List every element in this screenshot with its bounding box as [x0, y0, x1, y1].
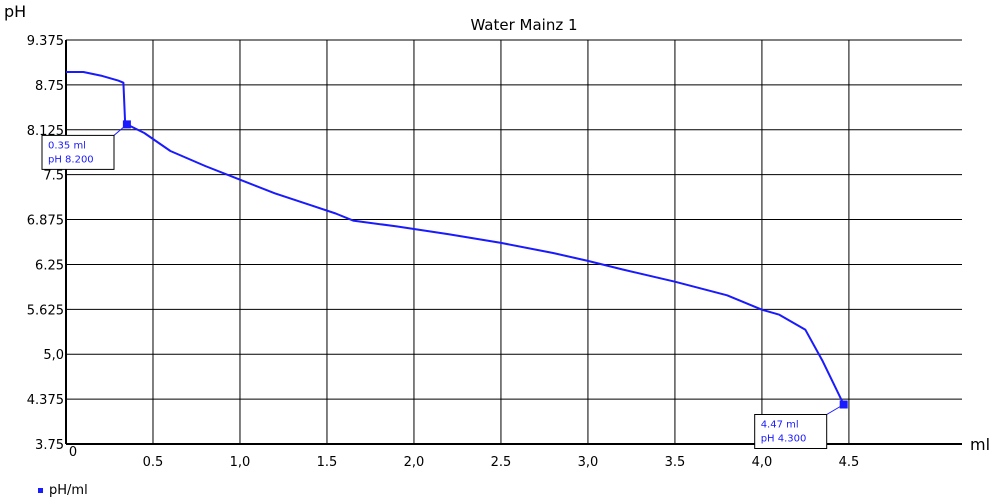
annotation-box [754, 413, 828, 449]
annotation-volume: 4.47 ml [761, 419, 799, 430]
x-tick-label: 1,0 [230, 455, 251, 470]
annotation-ph: pH 8.200 [48, 154, 94, 165]
annotation-box [41, 134, 115, 170]
x-tick-label: 4,0 [752, 455, 773, 470]
x-tick-label: 1.5 [317, 455, 338, 470]
y-tick-label: 7.5 [43, 169, 64, 184]
series-layer [66, 71, 845, 405]
y-tick-label: 4.375 [27, 393, 64, 408]
x-origin-label: 0 [69, 445, 77, 460]
grid [66, 39, 962, 444]
annotation-marker [122, 120, 131, 129]
annotations: 0.35 ml pH 8.200 4.47 ml pH 4.300 [41, 120, 848, 449]
y-axis-label: pH [4, 2, 26, 21]
x-tick-label: 3.5 [665, 455, 686, 470]
y-tick-label: 8.75 [35, 79, 64, 94]
x-tick-label: 0.5 [143, 455, 164, 470]
axes [65, 40, 962, 445]
annotation-volume: 0.35 ml [48, 140, 86, 151]
y-tick-label: 6.875 [27, 214, 64, 229]
legend-swatch-icon [38, 488, 43, 493]
x-tick-label: 2.5 [491, 455, 512, 470]
y-tick-label: 5.625 [27, 303, 64, 318]
chart-title: Water Mainz 1 [470, 16, 577, 34]
y-tick-label: 3.75 [35, 438, 64, 453]
x-tick-label: 4.5 [839, 455, 860, 470]
series-line-pH-ml [66, 71, 845, 405]
y-tick-label: 6.25 [35, 258, 64, 273]
x-tick-label: 3,0 [578, 455, 599, 470]
tick-labels: 0.5 1,0 1.5 2,0 2.5 3,0 3.5 4,0 4.509.3758.758.1… [27, 34, 859, 470]
x-axis-label: ml [970, 435, 990, 454]
annotation-ph: pH 4.300 [761, 433, 807, 444]
legend-label: pH/ml [49, 483, 88, 498]
y-tick-label: 9.375 [27, 34, 64, 49]
annotation-marker [839, 400, 848, 409]
y-tick-label: 5,0 [43, 348, 64, 363]
x-tick-label: 2,0 [404, 455, 425, 470]
legend: pH/ml [38, 483, 88, 498]
